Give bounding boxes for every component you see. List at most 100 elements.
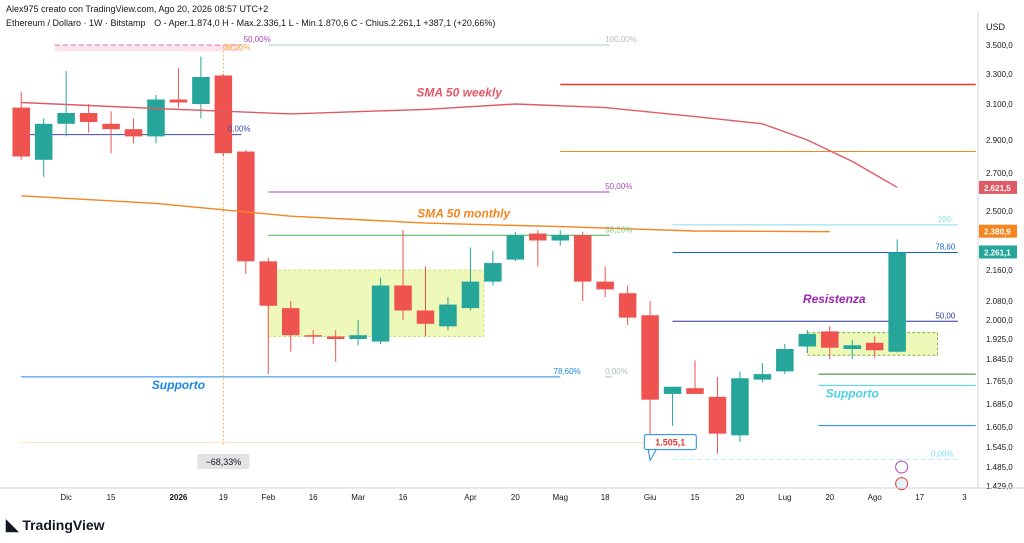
x-tick-label: Mar xyxy=(351,493,365,502)
x-tick-label: 20 xyxy=(511,493,520,502)
callout-box xyxy=(643,434,697,451)
candle-body[interactable] xyxy=(102,123,120,130)
chart-annotation: SMA 50 monthly xyxy=(417,207,511,221)
candle-body[interactable] xyxy=(34,123,53,160)
sma-monthly-line[interactable] xyxy=(21,195,830,233)
symbol-line[interactable]: Ethereum / Dollaro · 1W · Bitstamp xyxy=(6,18,146,28)
candle-body[interactable] xyxy=(12,107,30,157)
x-tick-label: Dic xyxy=(60,493,72,502)
x-tick-label: 2026 xyxy=(170,493,188,502)
candle-body[interactable] xyxy=(843,345,861,349)
candle-body[interactable] xyxy=(192,77,210,104)
price-tag xyxy=(979,180,1017,194)
price-tag xyxy=(979,245,1017,259)
candle-body[interactable] xyxy=(798,333,817,347)
tradingview-logo[interactable]: ◣ TradingView xyxy=(6,515,105,535)
chart-annotation: Supporto xyxy=(826,387,879,401)
y-tick-label: 3.100,0 xyxy=(986,100,1013,109)
fib-label: 38,20% xyxy=(223,43,250,52)
x-tick-label: Mag xyxy=(552,493,568,502)
x-tick-label: 16 xyxy=(399,493,408,502)
candle-body[interactable] xyxy=(596,281,614,290)
candle-body[interactable] xyxy=(394,285,412,311)
candle-body[interactable] xyxy=(663,386,682,394)
candle-body[interactable] xyxy=(753,374,772,380)
candle-body[interactable] xyxy=(214,75,233,154)
candle-body[interactable] xyxy=(618,293,637,318)
fib-label: 0,00% xyxy=(605,367,628,376)
x-tick-label: 18 xyxy=(601,493,610,502)
candle-body[interactable] xyxy=(821,331,839,348)
fib-label: 50,00% xyxy=(605,182,632,191)
event-flash-icon[interactable] xyxy=(895,460,909,474)
candle-body[interactable] xyxy=(708,396,727,434)
sma-weekly-line[interactable] xyxy=(21,101,898,188)
y-tick-label: 2.000,0 xyxy=(986,316,1013,325)
candle-body[interactable] xyxy=(573,235,592,282)
candle-body[interactable] xyxy=(124,129,143,137)
candle-body[interactable] xyxy=(484,263,502,282)
y-tick-label: 2.900,0 xyxy=(986,136,1013,145)
fib-label: 38,20% xyxy=(605,225,632,234)
candle-body[interactable] xyxy=(281,308,300,336)
candle-body[interactable] xyxy=(865,342,884,351)
candle-body[interactable] xyxy=(57,113,75,124)
y-tick-label: 1.605,0 xyxy=(986,423,1013,432)
candle-body[interactable] xyxy=(888,252,906,352)
zone-rect xyxy=(54,45,242,52)
candle-body[interactable] xyxy=(349,335,367,339)
fib-label: 0,00% xyxy=(228,125,251,134)
candle-body[interactable] xyxy=(776,349,794,372)
x-tick-label: Ago xyxy=(868,493,883,502)
y-tick-label: 3.500,0 xyxy=(986,41,1013,50)
callout-label: −68,33% xyxy=(205,457,241,467)
candle-body[interactable] xyxy=(551,235,570,241)
y-tick-label: 2.500,0 xyxy=(986,207,1013,216)
y-tick-label: 1.545,0 xyxy=(986,443,1013,452)
event-flag-icon[interactable] xyxy=(895,477,909,491)
x-tick-label: 19 xyxy=(219,493,228,502)
x-tick-label: Giu xyxy=(644,493,656,502)
candle-body[interactable] xyxy=(529,233,547,241)
candle-body[interactable] xyxy=(326,336,345,339)
price-tag xyxy=(979,224,1017,238)
currency-label: USD xyxy=(986,22,1006,32)
candle-body[interactable] xyxy=(686,388,704,394)
candle-body[interactable] xyxy=(169,99,188,103)
x-tick-label: 16 xyxy=(309,493,318,502)
candle-body[interactable] xyxy=(416,310,435,324)
candle-body[interactable] xyxy=(237,151,255,262)
price-tag-label: 2.621,5 xyxy=(984,184,1011,193)
candle-body[interactable] xyxy=(371,285,390,342)
fib-label: 78,60 xyxy=(935,242,956,251)
x-tick-label: 3 xyxy=(962,493,967,502)
candle-body[interactable] xyxy=(259,261,278,306)
y-tick-label: 1.685,0 xyxy=(986,400,1013,409)
y-tick-label: 2.700,0 xyxy=(986,169,1013,178)
chart-header: Alex975 creato con TradingView.com, Ago … xyxy=(6,4,495,28)
candle-body[interactable] xyxy=(731,378,749,436)
x-tick-label: 20 xyxy=(825,493,834,502)
y-tick-label: 2.080,0 xyxy=(986,297,1013,306)
chart-annotation: Resistenza xyxy=(803,292,866,306)
candle-body[interactable] xyxy=(641,315,659,400)
author-line: Alex975 creato con TradingView.com, Ago … xyxy=(6,4,269,14)
fib-label: 50,00 xyxy=(935,311,956,320)
candle-body[interactable] xyxy=(439,304,457,327)
callout-box xyxy=(197,454,250,469)
ohlc-readout: O - Aper.1.874,0 H - Max.2.336,1 L - Min… xyxy=(154,18,496,28)
candle-body[interactable] xyxy=(461,281,480,309)
fib-label: 100, xyxy=(938,215,954,224)
y-tick-label: 1.765,0 xyxy=(986,377,1013,386)
x-tick-label: Lug xyxy=(778,493,791,502)
y-tick-label: 1.925,0 xyxy=(986,335,1013,344)
fib-label: 100,00% xyxy=(605,35,637,44)
y-tick-label: 1.845,0 xyxy=(986,355,1013,364)
fib-label: 78,60% xyxy=(554,367,581,376)
candle-body[interactable] xyxy=(304,335,322,337)
candle-body[interactable] xyxy=(79,113,98,122)
candle-body[interactable] xyxy=(147,99,165,137)
x-tick-label: 20 xyxy=(735,493,744,502)
candle-body[interactable] xyxy=(506,235,525,260)
